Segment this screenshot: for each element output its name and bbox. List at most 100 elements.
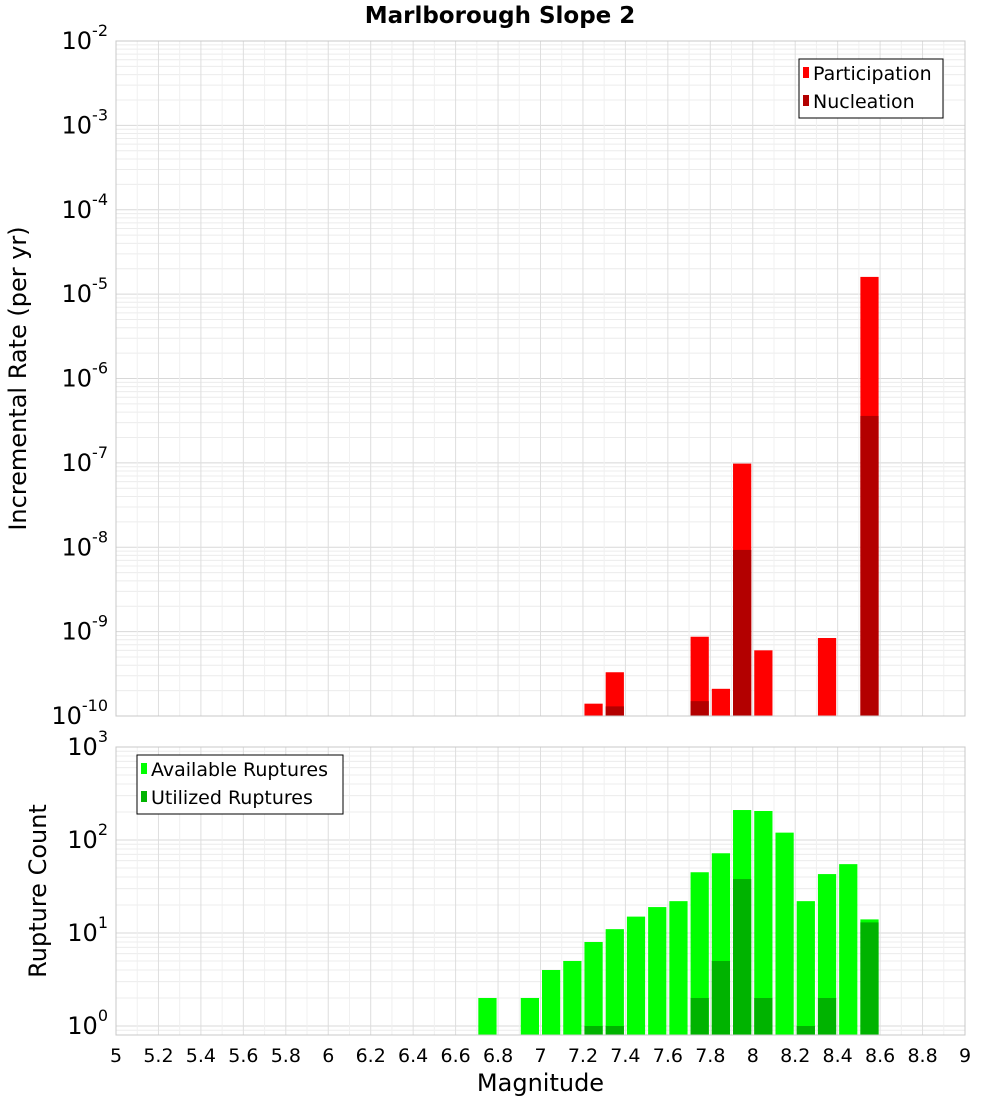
y-tick-label: 10-4 xyxy=(62,190,109,224)
bar xyxy=(690,997,709,1035)
series-nucleation xyxy=(605,415,879,716)
bar xyxy=(860,415,879,716)
bar xyxy=(605,1025,624,1035)
legend-swatch xyxy=(803,95,809,106)
x-tick-label: 8.6 xyxy=(865,1045,895,1067)
bar xyxy=(584,942,603,1035)
y-tick-label: 102 xyxy=(67,820,108,854)
bar xyxy=(584,703,603,716)
y-tick-exponent: -8 xyxy=(92,527,108,546)
y-tick-label: 10-10 xyxy=(51,696,108,730)
bar xyxy=(626,916,646,1035)
chart-title: Marlborough Slope 2 xyxy=(365,3,636,29)
bar xyxy=(520,997,539,1035)
y-tick-exponent: 1 xyxy=(98,913,108,932)
x-tick-label: 5 xyxy=(110,1045,122,1067)
x-tick-label: 7.2 xyxy=(568,1045,598,1067)
bar xyxy=(796,1025,815,1035)
y-tick-label: 10-6 xyxy=(62,359,109,393)
bar xyxy=(733,879,752,1035)
grid xyxy=(115,40,966,717)
x-tick-label: 7.4 xyxy=(610,1045,640,1067)
y-tick-exponent: 3 xyxy=(98,727,108,746)
y-tick-base: 10 xyxy=(62,365,93,393)
series-utilized-ruptures xyxy=(584,879,879,1035)
bar xyxy=(690,701,709,716)
y-tick-label: 103 xyxy=(67,727,108,761)
y-tick-label: 101 xyxy=(67,913,108,947)
x-tick-label: 7.8 xyxy=(695,1045,725,1067)
x-tick-label: 6 xyxy=(322,1045,334,1067)
panel-1: 10-1010-910-810-710-610-510-410-310-2Inc… xyxy=(4,21,966,730)
x-tick-label: 8 xyxy=(747,1045,759,1067)
bar xyxy=(648,907,667,1035)
x-tick-label: 5.4 xyxy=(186,1045,216,1067)
legend: Available Ruptures Utilized Ruptures xyxy=(136,754,344,815)
y-tick-label: 10-7 xyxy=(62,443,109,477)
bar xyxy=(605,929,624,1035)
y-tick-base: 10 xyxy=(67,826,98,854)
bar xyxy=(542,969,561,1035)
y-tick-exponent: -5 xyxy=(92,274,108,293)
x-tick-label: 6.6 xyxy=(440,1045,470,1067)
x-tick-label: 6.8 xyxy=(483,1045,513,1067)
bar xyxy=(711,688,731,716)
y-tick-label: 10-2 xyxy=(62,21,109,55)
bar xyxy=(754,650,773,716)
legend-swatch xyxy=(141,791,147,802)
bar xyxy=(754,811,773,1035)
y-tick-base: 10 xyxy=(62,27,93,55)
y-tick-label: 10-3 xyxy=(62,105,109,139)
y-tick-label: 10-9 xyxy=(62,612,109,646)
legend-label: Nucleation xyxy=(813,91,915,113)
legend: Participation Nucleation xyxy=(798,58,944,119)
bar xyxy=(563,960,582,1035)
y-tick-base: 10 xyxy=(67,919,98,947)
y-tick-exponent: -10 xyxy=(82,696,108,715)
y-tick-label: 10-5 xyxy=(62,274,109,308)
bar xyxy=(754,997,773,1035)
y-axis-label: Rupture Count xyxy=(24,804,52,978)
y-tick-exponent: -2 xyxy=(92,21,108,40)
y-tick-exponent: 0 xyxy=(98,1006,108,1025)
x-tick-label: 5.8 xyxy=(271,1045,301,1067)
bar xyxy=(839,864,858,1035)
legend-box xyxy=(136,754,344,815)
plot-frame xyxy=(115,40,966,717)
x-tick-label: 7.6 xyxy=(653,1045,683,1067)
y-tick-base: 10 xyxy=(67,733,98,761)
y-tick-base: 10 xyxy=(62,618,93,646)
legend-label: Utilized Ruptures xyxy=(151,787,313,809)
y-tick-exponent: -7 xyxy=(92,443,108,462)
bar xyxy=(860,922,879,1035)
x-axis-label: Magnitude xyxy=(477,1069,604,1097)
y-tick-exponent: 2 xyxy=(98,820,108,839)
bar xyxy=(690,636,709,716)
bar xyxy=(669,901,688,1035)
y-tick-base: 10 xyxy=(62,533,93,561)
x-tick-label: 6.4 xyxy=(398,1045,428,1067)
y-tick-base: 10 xyxy=(51,702,82,730)
x-tick-label: 8.8 xyxy=(907,1045,937,1067)
bar xyxy=(478,997,497,1035)
y-tick-base: 10 xyxy=(62,196,93,224)
y-tick-base: 10 xyxy=(67,1012,98,1040)
y-tick-exponent: -9 xyxy=(92,612,108,631)
y-tick-base: 10 xyxy=(62,111,93,139)
legend-label: Participation xyxy=(813,63,932,85)
bar xyxy=(711,960,731,1035)
x-tick-label: 6.2 xyxy=(356,1045,386,1067)
bar xyxy=(775,832,794,1035)
x-tick-label: 5.6 xyxy=(228,1045,258,1067)
series-available-ruptures xyxy=(478,810,879,1035)
y-tick-base: 10 xyxy=(62,449,93,477)
bar xyxy=(605,672,624,716)
bar xyxy=(796,901,815,1035)
y-tick-exponent: -4 xyxy=(92,190,108,209)
y-tick-exponent: -3 xyxy=(92,105,108,124)
bar xyxy=(584,1025,603,1035)
x-tick-label: 9 xyxy=(959,1045,971,1067)
y-axis-label: Incremental Rate (per yr) xyxy=(4,226,32,530)
